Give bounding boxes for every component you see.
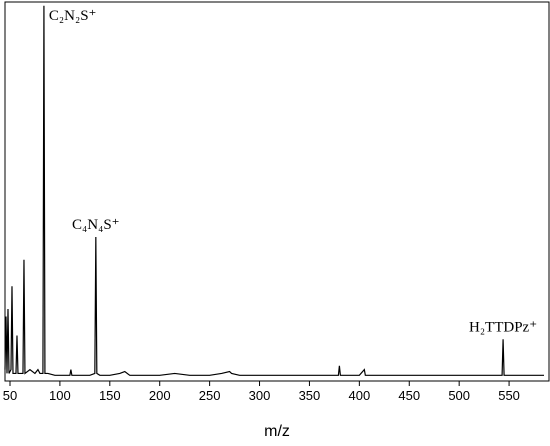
spectrum-line (4, 5, 545, 376)
x-tick-label: 250 (199, 388, 221, 403)
x-tick-label: 500 (448, 388, 470, 403)
x-tick-label: 200 (149, 388, 171, 403)
x-tick-label: 400 (348, 388, 370, 403)
peak-annotation: C₂N₂S⁺ (49, 8, 97, 24)
x-axis-label: m/z (264, 423, 290, 440)
x-tick-label: 300 (249, 388, 271, 403)
peak-annotation: C₄N₄S⁺ (72, 217, 120, 233)
x-tick-label: 450 (398, 388, 420, 403)
x-tick-label: 50 (3, 388, 17, 403)
peak-annotation: H₂TTDPz⁺ (469, 319, 537, 335)
x-tick-label: 100 (49, 388, 71, 403)
x-tick-label: 150 (99, 388, 121, 403)
x-tick-label: 550 (498, 388, 520, 403)
x-tick-label: 350 (299, 388, 321, 403)
plot-frame (4, 1, 550, 382)
